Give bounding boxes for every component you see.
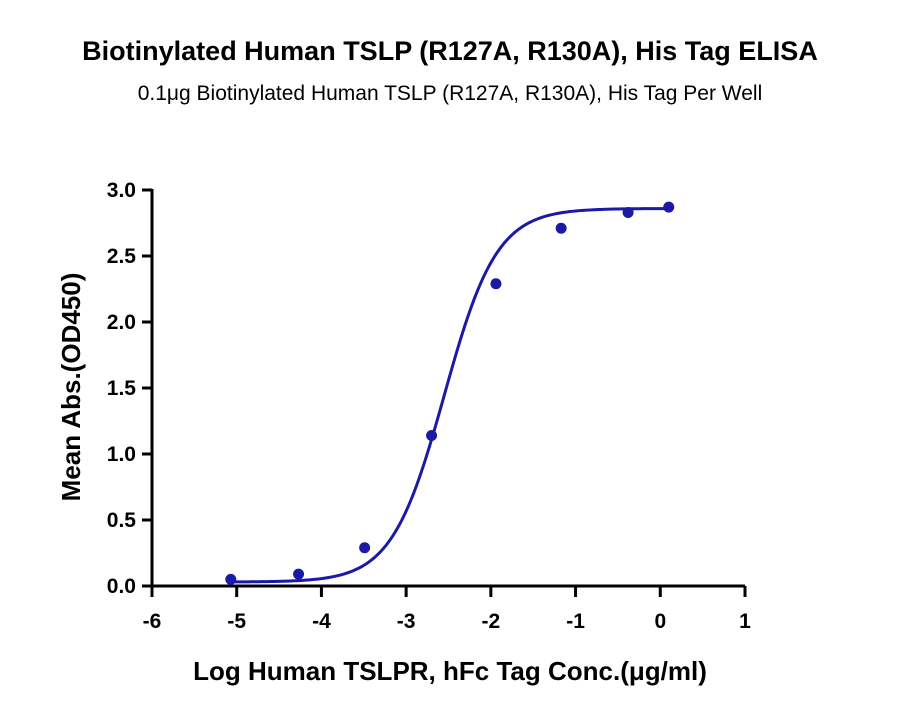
y-tick-label: 0.0 (107, 575, 136, 598)
y-tick-label: 3.0 (107, 179, 136, 202)
y-tick-label: 0.5 (107, 509, 137, 532)
x-axis-title: Log Human TSLPR, hFc Tag Conc.(μg/ml) (193, 656, 707, 686)
y-tick-label: 2.0 (107, 311, 136, 334)
data-point (293, 568, 305, 580)
fit-curve (230, 207, 669, 584)
data-point (555, 222, 567, 234)
y-tick-label: 1.0 (107, 443, 136, 466)
y-tick-label: 1.5 (107, 377, 137, 400)
x-tick-label: 1 (739, 610, 751, 633)
x-tick-label: -3 (397, 610, 416, 633)
data-point (225, 573, 237, 585)
data-point (622, 206, 634, 218)
fit-curve-layer (230, 207, 669, 584)
y-tick-label: 2.5 (107, 245, 137, 268)
x-tick-label: -1 (566, 610, 585, 633)
chart-title: Biotinylated Human TSLP (R127A, R130A), … (82, 36, 818, 66)
data-point (426, 430, 438, 442)
x-tick-label: -5 (227, 610, 246, 633)
x-tick-label: -6 (143, 610, 162, 633)
data-point (663, 201, 675, 213)
y-axis-title: Mean Abs.(OD450) (56, 273, 86, 502)
data-point (359, 542, 371, 554)
data-point (490, 278, 502, 290)
data-points-layer (225, 201, 675, 585)
chart-subtitle: 0.1μg Biotinylated Human TSLP (R127A, R1… (138, 82, 763, 105)
axes: 0.0 0.5 1.0 1.5 2.0 2.5 3.0 -6 -5 -4 -3 -2 -1 0 1 (107, 179, 751, 633)
x-tick-label: -2 (482, 610, 501, 633)
x-tick-label: -4 (312, 610, 331, 633)
x-tick-label: 0 (654, 610, 666, 633)
